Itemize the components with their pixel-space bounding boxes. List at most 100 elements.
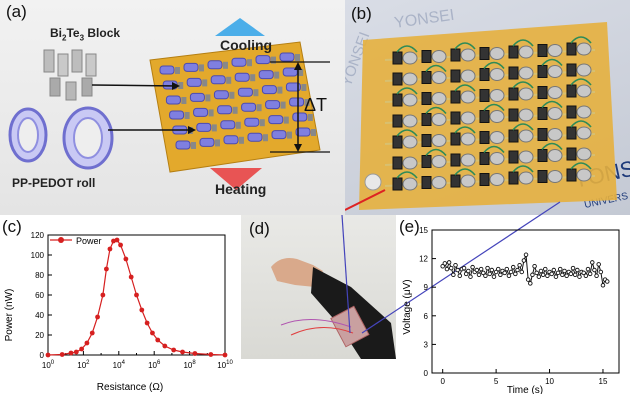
voltage-data-point: [557, 266, 563, 272]
voltage-chart: 0 3 6 9 12 15 0 5 10 15 Time (s) Voltage (μV): [402, 226, 620, 394]
bi2te3-element: [247, 59, 252, 67]
te-leg: [537, 44, 548, 57]
y-tick-label: 20: [35, 331, 44, 340]
pedot-roll: [576, 105, 592, 119]
bi2te3-element: [304, 99, 310, 106]
bi2te3-element: [235, 121, 241, 129]
y-axis-label: Power (nW): [4, 289, 15, 342]
voltage-data-point: [470, 264, 475, 270]
voltage-data-point: [549, 271, 554, 277]
te-leg: [566, 147, 577, 161]
voltage-data-point: [530, 272, 535, 278]
voltage-data-point: [483, 273, 488, 279]
heating-arrow-icon: [210, 168, 262, 190]
voltage-data-point: [455, 267, 460, 273]
voltage-data-point: [525, 277, 531, 282]
voltage-data-point: [521, 258, 527, 263]
te-leg: [392, 156, 403, 170]
te-leg: [450, 48, 461, 62]
bi2te3-label: Bi2Te3 Block: [50, 26, 121, 43]
te-leg: [450, 153, 461, 167]
pedot-element: [196, 122, 212, 132]
pedot-roll: [576, 126, 592, 140]
x-tick-label: 106: [148, 360, 161, 370]
power-data-point: [107, 246, 113, 252]
te-leg: [392, 114, 403, 128]
pedot-element: [265, 100, 281, 110]
pedot-element: [261, 85, 277, 95]
voltage-data-point: [444, 266, 450, 272]
pedot-roll: [489, 68, 505, 81]
watermark-text: YONSEI: [393, 7, 455, 32]
x-tick-label: 104: [113, 360, 126, 370]
voltage-data-point: [453, 263, 458, 268]
pedot-element: [223, 135, 239, 145]
legend-label: Power: [76, 236, 102, 246]
power-data-point: [95, 314, 100, 320]
te-leg: [450, 132, 461, 146]
x-axis-label: Time (s): [507, 385, 543, 394]
pedot-roll: [547, 128, 563, 141]
pedot-element: [271, 130, 287, 140]
delta-t-label: ΔT: [304, 95, 328, 115]
voltage-data-point: [498, 272, 503, 278]
bi2te3-element: [229, 91, 235, 99]
pedot-element: [234, 72, 250, 82]
power-data-point: [134, 292, 139, 298]
pedot-roll: [547, 86, 563, 99]
te-leg: [392, 177, 403, 191]
power-data-point: [139, 307, 145, 313]
voltage-data-point: [555, 270, 561, 276]
bi2te3-element: [277, 86, 283, 94]
te-leg: [450, 174, 461, 188]
voltage-data-point: [540, 272, 546, 278]
te-leg: [479, 110, 490, 123]
power-data-point: [104, 266, 109, 272]
te-leg: [421, 113, 432, 126]
voltage-data-point: [604, 279, 610, 284]
pedot-element: [255, 55, 271, 65]
x-tick-label: 108: [183, 360, 196, 370]
bi2te3-element: [211, 124, 217, 132]
pedot-element: [244, 117, 260, 127]
voltage-data-point: [583, 273, 589, 279]
te-leg: [479, 131, 490, 144]
power-data-point: [171, 347, 177, 353]
x-tick-label: 1010: [217, 360, 233, 370]
pedot-element: [210, 75, 226, 85]
te-leg: [566, 84, 577, 98]
voltage-data-point: [596, 262, 601, 267]
pedot-element: [282, 67, 298, 77]
voltage-data-point: [478, 266, 484, 272]
voltage-data-point: [581, 270, 586, 276]
voltage-data-point: [592, 267, 597, 273]
bi2te3-element: [263, 134, 268, 142]
te-leg: [508, 129, 519, 143]
voltage-data-point: [528, 281, 533, 286]
voltage-data-point: [515, 267, 520, 273]
pedot-element: [207, 60, 223, 70]
pedot-element: [213, 90, 229, 100]
te-leg: [508, 45, 519, 59]
voltage-data-point: [446, 260, 452, 265]
bi2te3-element: [191, 142, 196, 149]
panel-b: YONSEI YONSEI YONS UNIVERS (b): [345, 0, 630, 215]
pedot-roll: [431, 92, 447, 105]
voltage-data-point: [493, 269, 499, 275]
y-tick-label: 40: [35, 311, 44, 320]
bi2te3-element: [250, 74, 256, 82]
power-data-point: [208, 352, 214, 357]
bi2te3-element: [223, 61, 228, 69]
te-leg: [421, 155, 432, 168]
pedot-element: [289, 97, 305, 107]
bi2te3-element: [301, 84, 307, 91]
voltage-data-point: [572, 272, 578, 278]
solder-pad: [364, 173, 382, 191]
te-leg: [479, 173, 490, 186]
pedot-roll: [431, 176, 447, 189]
pedot-roll: [547, 170, 563, 183]
bi2te3-element: [295, 54, 300, 61]
voltage-data-point: [457, 273, 463, 279]
voltage-data-point: [510, 264, 516, 270]
pedot-roll: [460, 90, 476, 104]
